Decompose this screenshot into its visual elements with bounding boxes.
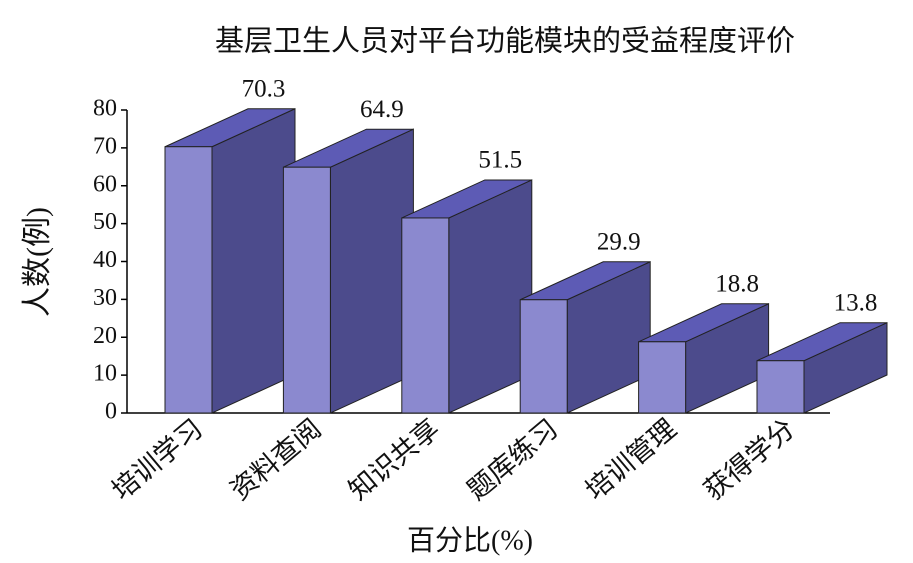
y-tick-label: 70 <box>93 133 117 159</box>
data-label: 13.8 <box>834 289 878 316</box>
y-axis-label: 人数(例) <box>21 207 54 317</box>
y-tick-label: 10 <box>93 361 117 387</box>
data-label: 18.8 <box>715 271 759 298</box>
x-tick-label: 培训管理 <box>580 413 682 505</box>
bar-side <box>448 179 533 414</box>
y-tick-label: 30 <box>93 285 117 311</box>
data-label: 29.9 <box>597 228 641 255</box>
data-label: 70.3 <box>242 75 286 102</box>
chart-title: 基层卫生人员对平台功能模块的受益程度评价 <box>215 25 795 58</box>
x-axis-label: 百分比(%) <box>407 524 533 556</box>
x-tick-label: 培训学习 <box>106 413 208 505</box>
y-tick-label: 0 <box>105 399 117 425</box>
x-tick-label: 知识共享 <box>343 413 445 505</box>
y-tick-label: 50 <box>93 209 117 235</box>
x-tick-label: 题库练习 <box>462 413 564 505</box>
data-label: 64.9 <box>360 96 404 123</box>
y-tick-label: 40 <box>93 247 117 273</box>
x-tick-label: 获得学分 <box>698 413 800 505</box>
y-tick-label: 20 <box>93 323 117 349</box>
bar <box>638 341 687 414</box>
bar-side <box>211 107 296 414</box>
bar <box>401 217 450 414</box>
data-label: 51.5 <box>478 147 522 174</box>
bar <box>756 360 805 414</box>
bar-side <box>329 128 414 414</box>
y-tick-label: 60 <box>93 171 117 197</box>
x-tick-label: 资料查阅 <box>225 413 327 505</box>
bar <box>282 166 331 414</box>
bar <box>164 146 213 414</box>
y-tick-label: 80 <box>93 96 117 122</box>
bar <box>519 299 568 414</box>
